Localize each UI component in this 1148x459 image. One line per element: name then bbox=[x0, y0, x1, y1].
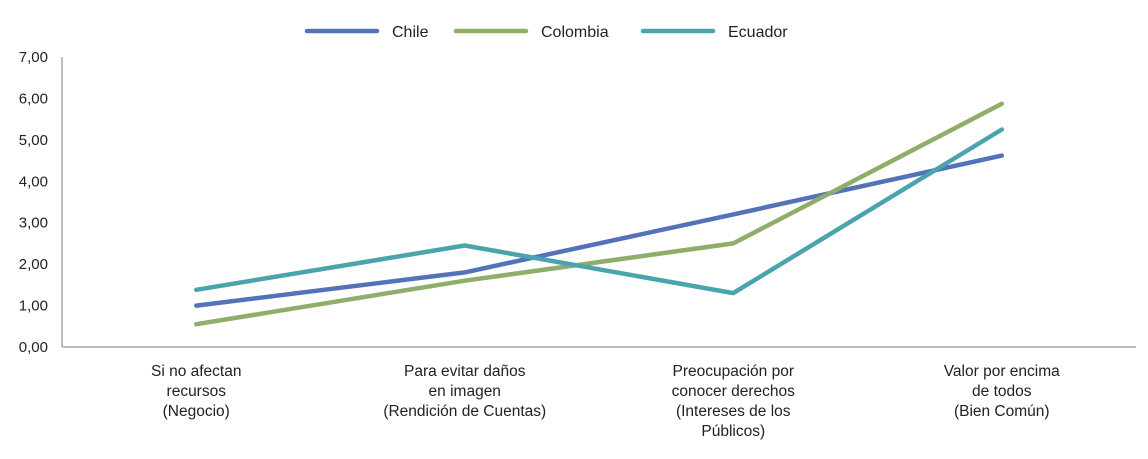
x-category-label-line: recursos bbox=[167, 383, 227, 400]
y-tick-label: 3,00 bbox=[19, 215, 48, 232]
y-tick-label: 7,00 bbox=[19, 49, 48, 66]
x-category-label-line: conocer derechos bbox=[672, 383, 795, 400]
y-tick-label: 1,00 bbox=[19, 298, 48, 315]
x-category-label-line: Públicos) bbox=[701, 423, 765, 440]
x-category-label-line: Para evitar daños bbox=[404, 363, 526, 380]
x-category-label-line: (Bien Común) bbox=[954, 403, 1050, 420]
series-line-chile bbox=[194, 153, 1005, 308]
y-tick-label: 6,00 bbox=[19, 90, 48, 107]
series-line-ecuador bbox=[194, 127, 1005, 296]
x-category-label: Para evitar daños en imagen (Rendición de … bbox=[383, 363, 546, 420]
x-category-label-line: Valor por encima bbox=[944, 363, 1060, 380]
y-tick-label: 2,00 bbox=[19, 256, 48, 273]
x-category-label-line: Si no afectan bbox=[151, 363, 241, 380]
x-category-label: Si no afectan recursos (Negocio) bbox=[151, 363, 241, 420]
y-tick-label: 0,00 bbox=[19, 339, 48, 356]
series-lines bbox=[194, 101, 1005, 327]
legend-label-colombia: Colombia bbox=[541, 24, 609, 41]
y-axis: 0,00 1,00 2,00 3,00 4,00 5,00 6,00 7,00 bbox=[19, 49, 63, 356]
x-category-label-line: en imagen bbox=[429, 383, 501, 400]
x-axis: Si no afectan recursos (Negocio) Para evita… bbox=[62, 346, 1136, 440]
x-category-label: Preocupación por conocer derechos (Interes… bbox=[672, 363, 795, 440]
x-category-label: Valor por encima de todos (Bien Común) bbox=[944, 363, 1060, 420]
y-tick-label: 4,00 bbox=[19, 173, 48, 190]
legend-label-chile: Chile bbox=[392, 24, 429, 41]
x-category-label-line: (Intereses de los bbox=[676, 403, 791, 420]
x-category-label-line: (Negocio) bbox=[163, 403, 230, 420]
chart-legend: Chile Colombia Ecuador bbox=[304, 24, 788, 41]
series-line-colombia bbox=[194, 101, 1005, 327]
x-category-label-line: Preocupación por bbox=[673, 363, 795, 380]
legend-label-ecuador: Ecuador bbox=[728, 24, 788, 41]
x-category-label-line: de todos bbox=[972, 383, 1032, 400]
y-tick-label: 5,00 bbox=[19, 132, 48, 149]
x-category-label-line: (Rendición de Cuentas) bbox=[383, 403, 546, 420]
